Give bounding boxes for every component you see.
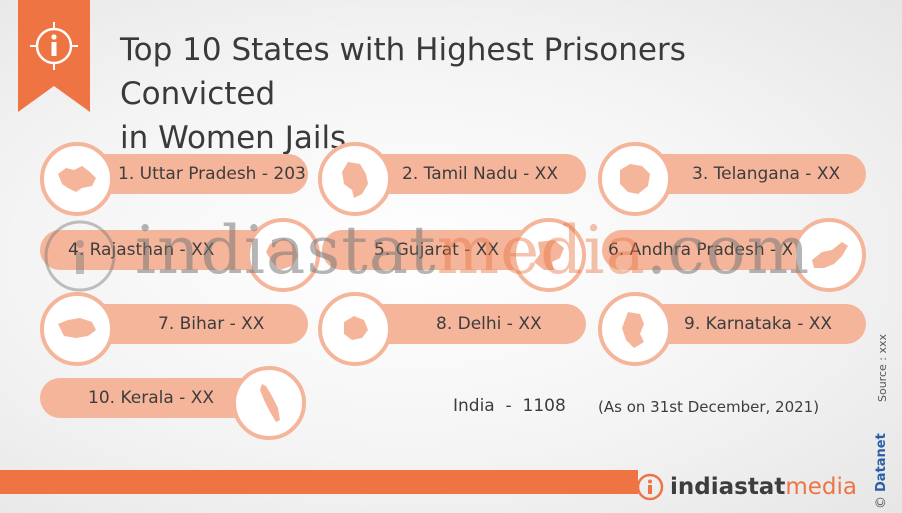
state-value: XX — [241, 314, 265, 334]
state-label: 4. Rajasthan - — [68, 240, 192, 260]
watermark-part3: .com — [645, 212, 811, 289]
state-value: XX — [191, 240, 215, 260]
total-value: 1108 — [522, 396, 566, 416]
total-label: India — [453, 396, 495, 416]
kerala-map-icon — [232, 366, 306, 440]
title-line-1: Top 10 States with Highest Prisoners Con… — [120, 32, 686, 112]
state-label: 6. Andhra Pradesh - — [608, 240, 782, 260]
copyright-symbol: © — [874, 496, 889, 509]
logo-part2: media — [785, 474, 857, 500]
page-title: Top 10 States with Highest Prisoners Con… — [120, 28, 840, 160]
delhi-map-icon — [318, 292, 392, 366]
source-text: Source : xxx — [876, 333, 889, 402]
side-credits: Source : xxx Datanet © — [862, 300, 902, 510]
bihar-map-icon — [40, 292, 114, 366]
state-value: XX — [816, 164, 841, 184]
andhra-pradesh-map-icon — [792, 218, 866, 292]
state-label: 8. Delhi - — [436, 314, 519, 334]
footer-bar — [0, 470, 638, 494]
state-value: XX — [475, 240, 500, 260]
info-icon — [30, 22, 78, 70]
title-line-2: in Women Jails — [120, 120, 347, 156]
watermark-text: indiastatmedia.com — [135, 212, 810, 289]
tamil-nadu-map-icon — [318, 142, 392, 216]
state-value: 203 — [273, 164, 306, 184]
state-label: 2. Tamil Nadu - — [402, 164, 535, 184]
uttar-pradesh-map-icon — [40, 142, 114, 216]
total-separator: - — [505, 396, 512, 416]
state-value: XX — [534, 164, 558, 184]
state-label: 5. Gujarat - — [374, 240, 476, 260]
india-total: India - 1108 — [453, 396, 566, 416]
karnataka-map-icon — [598, 292, 672, 366]
state-label: 9. Karnataka - — [684, 314, 809, 334]
indiastatmedia-logo[interactable]: indiastatmedia — [636, 470, 857, 504]
state-value: XX — [808, 314, 833, 334]
state-label: 3. Telangana - — [692, 164, 817, 184]
watermark-part2: media — [436, 212, 646, 289]
state-label: 7. Bihar - — [158, 314, 242, 334]
state-value: XX — [190, 388, 214, 408]
info-ribbon — [18, 0, 90, 112]
state-label: 10. Kerala - — [88, 388, 191, 408]
state-label: 1. Uttar Pradesh - — [118, 164, 274, 184]
rajasthan-map-icon — [246, 218, 320, 292]
telangana-map-icon — [598, 142, 672, 216]
watermark-part1: indiastat — [135, 212, 437, 289]
state-value: XX — [518, 314, 542, 334]
logo-info-icon — [636, 473, 664, 501]
datanet-brand: Datanet — [874, 433, 889, 492]
gujarat-map-icon — [512, 218, 586, 292]
logo-part1: indiastat — [670, 474, 786, 500]
date-note: (As on 31st December, 2021) — [598, 398, 820, 416]
